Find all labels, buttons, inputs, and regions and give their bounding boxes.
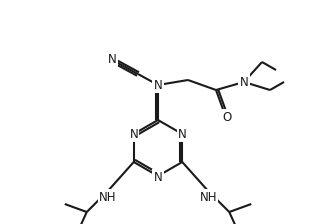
- Text: O: O: [222, 110, 232, 123]
- Text: N: N: [154, 170, 162, 183]
- Text: N: N: [178, 127, 187, 140]
- Text: N: N: [108, 52, 116, 65]
- Text: N: N: [154, 78, 162, 91]
- Text: NH: NH: [199, 190, 217, 203]
- Text: N: N: [129, 127, 138, 140]
- Text: N: N: [240, 75, 248, 88]
- Text: NH: NH: [99, 190, 116, 203]
